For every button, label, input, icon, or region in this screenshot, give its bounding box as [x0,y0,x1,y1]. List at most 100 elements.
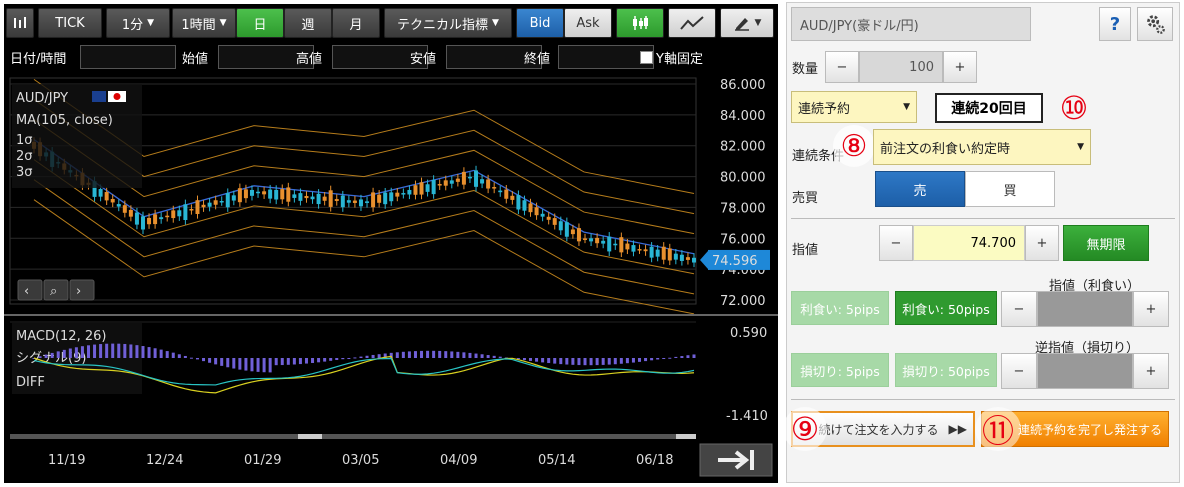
diff-bar [438,350,442,358]
chevron-down-icon: ▼ [147,18,155,28]
chart-type-icon[interactable] [6,8,34,38]
candle-body [201,204,206,208]
ask-button[interactable]: Ask [564,8,612,38]
day-button[interactable]: 日 [236,8,284,38]
diff-bar [486,355,490,358]
sl-input[interactable] [1037,353,1133,389]
technical-indicator-select[interactable]: テクニカル指標 ▼ [384,8,512,38]
band-line-2sigma [33,99,695,215]
qty-minus-button[interactable]: − [825,51,859,83]
scrollbar-track[interactable] [10,434,696,439]
limit-minus-button[interactable]: − [879,225,913,261]
order-type-select[interactable]: 連続予約 ▼ [791,91,917,123]
candle-body [625,243,630,250]
bid-button[interactable]: Bid [516,8,564,38]
gear-icon[interactable] [1137,7,1173,41]
chevron-right-icon[interactable] [69,279,95,301]
diff-bar [280,358,284,366]
diff-bar [183,355,187,358]
callout-11: ⑪ [975,407,1021,451]
candlestick-icon[interactable] [616,8,664,38]
diff-bar [202,358,206,362]
sl-plus-button[interactable]: + [1133,353,1169,389]
date-axis-label: 05/14 [538,453,575,468]
order-type-label: 連続予約 [798,101,851,117]
qty-plus-button[interactable]: + [943,51,977,83]
candle-body [685,257,690,260]
stop-loss-50pips-button[interactable]: 損切り: 50pips [895,353,997,387]
diff-bar [547,358,551,364]
candle-body [322,196,327,201]
candle-body [516,195,521,210]
week-button[interactable]: 週 [284,8,332,38]
divider [791,399,1175,400]
zoom-icon[interactable] [43,279,69,301]
checkbox-icon[interactable] [640,51,653,64]
month-label: 月 [349,17,363,33]
chevron-down-icon: ▼ [754,18,762,28]
diff-bar [377,354,381,358]
candle-body [116,204,121,207]
yfix-checkbox[interactable]: Y軸固定 [640,48,703,67]
chevron-down-icon: ▼ [1077,142,1084,152]
candle-body [219,200,224,203]
diff-bar [595,358,599,366]
tp-minus-button[interactable]: − [1001,291,1037,327]
chart-canvas[interactable]: 86.00084.00082.00080.00078.00076.00074.0… [4,4,778,483]
sl-minus-button[interactable]: − [1001,353,1037,389]
scrollbar-end[interactable] [676,434,696,439]
candle-body [461,171,466,185]
candle-body [498,190,503,193]
candle-body [667,248,672,261]
scrollbar-thumb[interactable] [298,434,322,439]
diff-bar [644,358,648,362]
take-profit-label: 指値（利食い） [1049,279,1141,294]
diff-bar [80,346,84,358]
candle-body [98,189,103,197]
candle-body [643,249,648,252]
candle-body [340,195,345,208]
diff-bar [359,356,363,358]
band-line-1sigma [33,159,695,275]
help-icon[interactable]: ? [1099,7,1131,41]
tp-plus-button[interactable]: + [1133,291,1169,327]
month-button[interactable]: 月 [332,8,380,38]
candle-body [655,249,660,257]
line-chart-icon[interactable] [668,8,716,38]
condition-select[interactable]: 前注文の利食い約定時 ▼ [873,129,1091,165]
qty-value: 100 [909,59,934,75]
stop-loss-5pips-button[interactable]: 損切り: 5pips [791,353,889,387]
take-profit-5pips-button[interactable]: 利食い: 5pips [791,291,889,325]
diff-bar [68,348,72,358]
week-label: 週 [301,17,315,33]
qty-input[interactable]: 100 [859,51,943,83]
draw-tool-icon[interactable]: ▼ [720,8,774,38]
diff-bar [371,354,375,358]
candle-body [262,191,267,195]
limit-plus-button[interactable]: + [1025,225,1059,261]
sl5-label: 損切り: 5pips [800,363,880,379]
date-axis-label: 12/24 [146,453,183,468]
limit-price-input[interactable]: 74.700 [913,225,1025,261]
candle-body [92,181,97,197]
chevron-left-icon[interactable] [17,279,43,301]
band-line-3sigma [33,78,695,195]
diff-bar [625,358,629,364]
diff-bar [638,358,642,362]
diff-bar [583,358,587,366]
candle-body [237,188,242,203]
macd-title: MACD(12, 26) [16,329,106,344]
sell-button[interactable]: 売 [875,171,965,207]
candle-body [231,195,236,201]
diff-bar [607,358,611,365]
expiry-button[interactable]: 無期限 [1063,225,1149,261]
open-field [218,45,314,69]
minus-label: − [890,235,902,251]
interval-select-minutes[interactable]: 1分 ▼ [106,8,170,38]
take-profit-50pips-button[interactable]: 利食い: 50pips [895,291,997,325]
buy-button[interactable]: 買 [965,171,1055,207]
interval-select-hours[interactable]: 1時間 ▼ [172,8,236,38]
tick-button[interactable]: TICK [38,8,102,38]
callout-9-label: ⑨ [790,410,820,448]
tp-input[interactable] [1037,291,1133,327]
